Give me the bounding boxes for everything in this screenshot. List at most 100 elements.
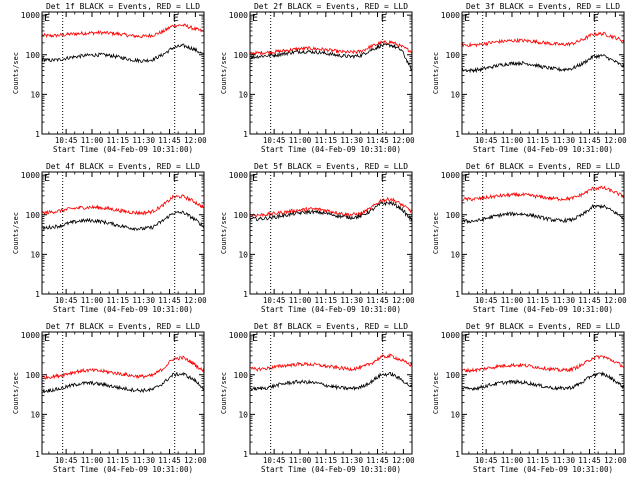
x-tick-label: 11:15 — [527, 296, 550, 305]
x-tick-label: 10:45 — [55, 456, 78, 465]
lld-series-line — [250, 39, 413, 57]
y-tick-label: 10 — [238, 250, 248, 259]
x-axis-label: Start Time (04-Feb-09 10:31:00) — [261, 305, 401, 314]
x-tick-label: 11:15 — [315, 136, 338, 145]
lld-series-line — [462, 185, 625, 202]
x-tick-label: 11:30 — [132, 136, 155, 145]
chart-panel-7: Det 7f BLACK = Events, RED = LLD E E 1 10 100… — [12, 322, 207, 474]
y-tick-label: 100 — [234, 371, 249, 380]
y-tick-label: 100 — [26, 371, 41, 380]
x-tick-label: 10:45 — [475, 136, 498, 145]
chart-panel-5: Det 5f BLACK = Events, RED = LLD E E 1 10 100… — [220, 162, 415, 314]
x-tick-label: 12:00 — [604, 456, 627, 465]
x-tick-label: 12:00 — [184, 136, 207, 145]
x-tick-label: 11:00 — [81, 456, 104, 465]
x-tick-label: 11:30 — [552, 296, 575, 305]
chart-title: Det 5f BLACK = Events, RED = LLD — [254, 162, 408, 171]
x-tick-label: 11:30 — [132, 456, 155, 465]
y-tick-label: 10 — [450, 90, 460, 99]
plot-frame — [249, 331, 413, 455]
corner-marker-label: E — [44, 333, 50, 344]
x-tick-label: 10:45 — [475, 456, 498, 465]
y-axis-label: Counts/sec — [220, 52, 228, 94]
plot-frame — [461, 171, 625, 295]
corner-marker-label: E — [381, 13, 387, 24]
y-tick-label: 100 — [26, 211, 41, 220]
x-tick-label: 11:30 — [132, 296, 155, 305]
y-axis-label: Counts/sec — [220, 372, 228, 414]
lld-series-line — [462, 355, 624, 373]
y-tick-label: 100 — [446, 211, 461, 220]
y-tick-label: 100 — [26, 51, 41, 60]
chart-panel-6: Det 6f BLACK = Events, RED = LLD E E 1 10 100… — [432, 162, 627, 314]
corner-marker-label: E — [173, 333, 179, 344]
y-tick-label: 10 — [450, 410, 460, 419]
corner-marker-label: E — [593, 13, 599, 24]
x-tick-label: 11:15 — [527, 456, 550, 465]
x-tick-label: 11:45 — [158, 456, 181, 465]
x-tick-label: 11:00 — [289, 296, 312, 305]
corner-marker-label: E — [464, 13, 470, 24]
y-tick-label: 1000 — [441, 331, 460, 340]
plot-frame — [41, 171, 205, 295]
x-axis-label: Start Time (04-Feb-09 10:31:00) — [473, 145, 613, 154]
y-axis-label: Counts/sec — [12, 52, 20, 94]
chart-title: Det 8f BLACK = Events, RED = LLD — [254, 322, 408, 331]
y-tick-label: 1000 — [21, 171, 40, 180]
x-tick-label: 10:45 — [263, 136, 286, 145]
chart-title: Det 2f BLACK = Events, RED = LLD — [254, 2, 408, 11]
chart-title: Det 6f BLACK = Events, RED = LLD — [466, 162, 620, 171]
events-series-line — [462, 203, 625, 224]
y-tick-label: 1000 — [21, 331, 40, 340]
x-tick-label: 11:30 — [552, 136, 575, 145]
y-tick-label: 100 — [234, 51, 249, 60]
x-axis-label: Start Time (04-Feb-09 10:31:00) — [53, 465, 193, 474]
x-tick-label: 11:45 — [578, 296, 601, 305]
events-series-line — [250, 42, 413, 72]
y-tick-label: 1000 — [229, 331, 248, 340]
chart-panel-8: Det 8f BLACK = Events, RED = LLD E E 1 10 100… — [220, 322, 415, 474]
y-tick-label: 10 — [450, 250, 460, 259]
corner-marker-label: E — [252, 173, 258, 184]
x-tick-label: 12:00 — [604, 296, 627, 305]
y-tick-label: 1000 — [441, 171, 460, 180]
plot-frame — [41, 11, 205, 135]
lld-series-line — [250, 353, 413, 372]
y-tick-label: 10 — [238, 90, 248, 99]
y-tick-label: 1 — [243, 450, 248, 459]
events-series-line — [462, 53, 625, 74]
y-tick-label: 1000 — [441, 11, 460, 20]
y-tick-label: 100 — [446, 51, 461, 60]
corner-marker-label: E — [381, 173, 387, 184]
y-tick-label: 10 — [238, 410, 248, 419]
y-axis-label: Counts/sec — [432, 372, 440, 414]
events-series-line — [250, 371, 413, 392]
x-tick-label: 11:45 — [578, 456, 601, 465]
events-series-line — [250, 200, 413, 222]
lld-series-line — [42, 23, 204, 39]
x-tick-label: 11:00 — [289, 136, 312, 145]
x-tick-label: 11:45 — [366, 136, 389, 145]
x-tick-label: 12:00 — [184, 296, 207, 305]
y-tick-label: 1 — [35, 130, 40, 139]
x-tick-label: 11:00 — [81, 136, 104, 145]
x-tick-label: 11:15 — [107, 296, 130, 305]
x-tick-label: 11:15 — [107, 456, 130, 465]
x-tick-label: 10:45 — [263, 456, 286, 465]
y-tick-label: 10 — [30, 90, 40, 99]
y-tick-label: 1 — [455, 130, 460, 139]
chart-panel-2: Det 2f BLACK = Events, RED = LLD E E 1 10 100… — [220, 2, 415, 154]
y-tick-label: 1 — [455, 450, 460, 459]
x-axis-label: Start Time (04-Feb-09 10:31:00) — [473, 305, 613, 314]
x-tick-label: 11:45 — [158, 136, 181, 145]
x-tick-label: 12:00 — [392, 456, 415, 465]
corner-marker-label: E — [173, 13, 179, 24]
chart-panel-4: Det 4f BLACK = Events, RED = LLD E E 1 10 100… — [12, 162, 207, 314]
chart-title: Det 4f BLACK = Events, RED = LLD — [46, 162, 200, 171]
corner-marker-label: E — [464, 333, 470, 344]
corner-marker-label: E — [464, 173, 470, 184]
lld-series-line — [42, 194, 204, 216]
events-series-line — [462, 371, 625, 392]
x-axis-label: Start Time (04-Feb-09 10:31:00) — [261, 145, 401, 154]
chart-title: Det 7f BLACK = Events, RED = LLD — [46, 322, 200, 331]
